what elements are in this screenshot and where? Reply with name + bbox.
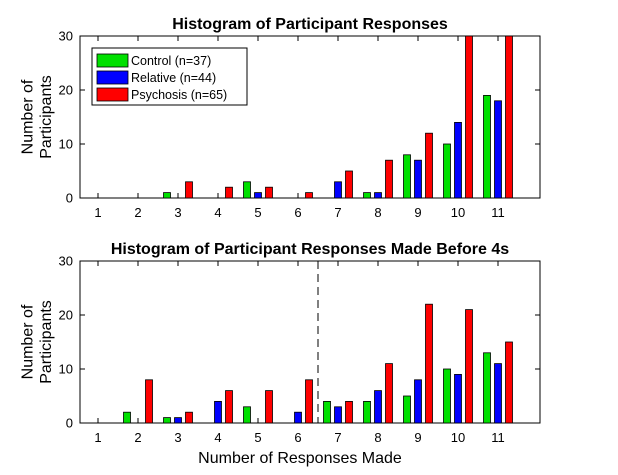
x-tick-label: 6 — [294, 205, 301, 220]
bar — [403, 395, 411, 424]
y-axis-label-line: Number of — [20, 79, 37, 154]
bar — [345, 400, 353, 424]
x-tick-label: 9 — [414, 205, 421, 220]
bar — [363, 400, 371, 424]
bar — [225, 390, 233, 424]
y-tick-label: 20 — [59, 308, 73, 323]
bar — [305, 192, 313, 199]
x-axis-label: Number of Responses Made — [198, 450, 402, 467]
bar — [265, 390, 273, 424]
x-tick-label: 8 — [374, 205, 381, 220]
x-tick-label: 5 — [254, 430, 261, 445]
legend-swatch — [96, 87, 129, 102]
bar — [363, 192, 371, 199]
bar — [174, 417, 182, 424]
x-tick-label: 1 — [94, 430, 101, 445]
bar — [345, 170, 353, 199]
bar — [494, 363, 502, 424]
x-tick-label: 11 — [491, 205, 505, 220]
x-tick-label: 10 — [451, 430, 465, 445]
legend-swatch — [96, 70, 129, 85]
bar — [163, 192, 171, 199]
bar — [265, 186, 273, 199]
x-tick-label: 2 — [134, 205, 141, 220]
legend-swatch — [96, 53, 129, 68]
y-axis-label-line: Participants — [38, 75, 55, 159]
bar — [454, 373, 462, 424]
bar — [505, 341, 513, 424]
legend-label: Relative (n=44) — [131, 71, 216, 85]
bar — [483, 352, 491, 424]
bar — [443, 143, 451, 199]
legend-label: Control (n=37) — [131, 54, 211, 68]
bar — [163, 417, 171, 424]
chart-title: Histogram of Participant Responses — [172, 16, 448, 33]
y-tick-label: 10 — [59, 137, 73, 152]
bar — [425, 303, 433, 424]
bar — [243, 181, 251, 199]
y-tick-label: 10 — [59, 362, 73, 377]
x-tick-label: 8 — [374, 430, 381, 445]
x-tick-label: 11 — [491, 430, 505, 445]
chart-responses: Histogram of Participant Responses 0 10 20 3… — [20, 16, 541, 220]
x-tick-label: 9 — [414, 430, 421, 445]
y-axis-label-line: Number of — [20, 304, 37, 379]
y-axis-label-line: Participants — [38, 300, 55, 384]
x-tick-label: 4 — [214, 430, 221, 445]
y-axis-label: Number ofParticipants — [20, 300, 55, 384]
x-tick-label: 6 — [294, 430, 301, 445]
x-tick-label: 7 — [334, 430, 341, 445]
bar — [414, 379, 422, 424]
bar — [385, 363, 393, 424]
y-tick-label: 0 — [66, 416, 73, 431]
chart-responses-before-4s: Histogram of Participant Responses Made … — [20, 241, 541, 467]
bar — [294, 411, 302, 424]
x-tick-label: 7 — [334, 205, 341, 220]
bar — [465, 35, 473, 199]
y-tick-label: 20 — [59, 83, 73, 98]
bar — [403, 154, 411, 199]
bar — [414, 159, 422, 199]
bar — [225, 186, 233, 199]
bar — [374, 192, 382, 199]
bar — [483, 95, 491, 199]
bar — [494, 100, 502, 199]
x-tick-label: 2 — [134, 430, 141, 445]
y-tick-label: 30 — [59, 254, 73, 269]
bar — [123, 411, 131, 424]
bar — [443, 368, 451, 424]
y-axis-label: Number ofParticipants — [20, 75, 55, 159]
bar — [505, 35, 513, 199]
bar — [385, 159, 393, 199]
bar — [185, 411, 193, 424]
bar — [425, 132, 433, 199]
x-tick-label: 5 — [254, 205, 261, 220]
x-tick-label: 10 — [451, 205, 465, 220]
bar — [254, 192, 262, 199]
x-tick-label: 3 — [174, 205, 181, 220]
bar — [243, 406, 251, 424]
bar — [334, 406, 342, 424]
bar — [305, 379, 313, 424]
bar — [214, 400, 222, 424]
chart-title: Histogram of Participant Responses Made … — [111, 241, 509, 258]
bar — [145, 379, 153, 424]
y-tick-label: 30 — [59, 29, 73, 44]
bar — [454, 122, 462, 199]
x-tick-label: 3 — [174, 430, 181, 445]
legend-label: Psychosis (n=65) — [131, 88, 227, 102]
y-tick-label: 0 — [66, 191, 73, 206]
bar — [323, 400, 331, 424]
bar — [334, 181, 342, 199]
bar — [185, 181, 193, 199]
x-tick-label: 1 — [94, 205, 101, 220]
bar — [374, 390, 382, 424]
bar — [465, 309, 473, 424]
x-tick-label: 4 — [214, 205, 221, 220]
legend: Control (n=37) Relative (n=44) Psychosis (… — [91, 47, 248, 106]
